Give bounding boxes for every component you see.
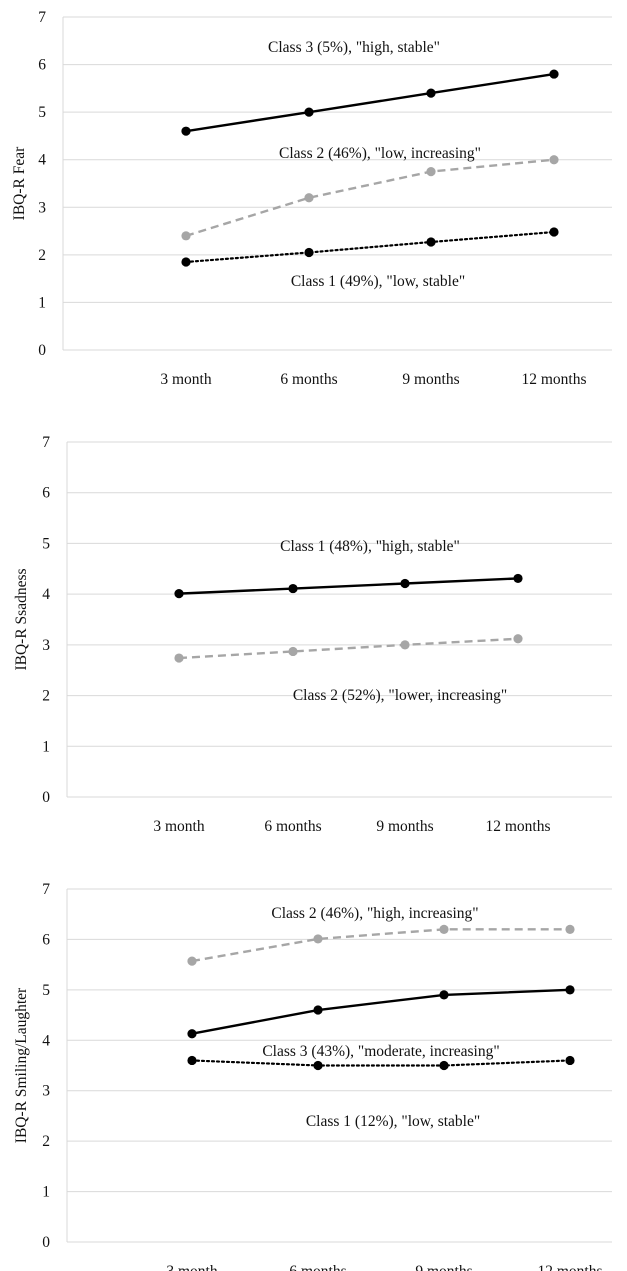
series-label: Class 1 (12%), "low, stable"	[306, 1113, 480, 1130]
y-axis-label: IBQ-R Smiling/Laughter	[13, 987, 30, 1143]
data-point	[313, 934, 323, 944]
y-tick-label: 6	[38, 57, 46, 74]
y-tick-label: 3	[42, 1083, 50, 1100]
series-label: Class 3 (5%), "high, stable"	[268, 39, 440, 56]
chart-panel-3: 0 1 2 3 4 5 6 7 IBQ-R Smiling/Laughter 3 month 6 m…	[13, 881, 612, 1271]
data-point	[174, 653, 184, 663]
data-point	[187, 956, 197, 966]
data-point	[304, 107, 314, 117]
data-point	[513, 634, 523, 644]
series-line	[191, 988, 571, 1035]
y-tick-label: 6	[42, 931, 50, 948]
data-point	[549, 69, 559, 79]
y-tick-label: 6	[42, 485, 50, 502]
data-point	[181, 231, 191, 241]
data-point	[549, 227, 559, 237]
data-point	[549, 155, 559, 165]
data-point	[426, 237, 436, 247]
data-point	[426, 167, 436, 177]
y-tick-label: 7	[38, 9, 46, 26]
data-point	[439, 990, 449, 1000]
y-tick-label: 5	[42, 982, 50, 999]
y-tick-label: 0	[38, 342, 46, 359]
data-point	[565, 924, 575, 934]
series-label: Class 1 (49%), "low, stable"	[291, 273, 465, 290]
y-tick-label: 5	[38, 104, 46, 121]
data-point	[439, 924, 449, 934]
series-label: Class 2 (46%), "high, increasing"	[271, 905, 478, 922]
data-point	[288, 583, 298, 594]
y-tick-label: 4	[42, 586, 50, 603]
y-tick-label: 2	[42, 1133, 50, 1150]
series-line	[178, 637, 519, 660]
y-tick-label: 2	[42, 688, 50, 705]
x-tick-label: 9 months	[415, 1263, 472, 1271]
data-point	[513, 573, 523, 584]
data-point	[313, 1060, 323, 1071]
series-label: Class 2 (46%), "low, increasing"	[279, 145, 481, 162]
data-point	[565, 985, 575, 995]
y-tick-label: 2	[38, 247, 46, 264]
data-point	[565, 1055, 575, 1066]
x-tick-label: 9 months	[376, 818, 433, 835]
y-tick-label: 0	[42, 1234, 50, 1251]
series-label: Class 2 (52%), "lower, increasing"	[293, 687, 507, 704]
series-label: Class 1 (48%), "high, stable"	[280, 538, 460, 555]
y-tick-label: 1	[42, 1184, 50, 1201]
data-point	[187, 1055, 197, 1066]
y-tick-label: 5	[42, 535, 50, 552]
x-tick-label: 6 months	[280, 371, 337, 388]
x-tick-label: 3 month	[166, 1263, 217, 1271]
series-line	[190, 1059, 572, 1067]
x-tick-label: 9 months	[402, 371, 459, 388]
data-point	[288, 646, 298, 657]
x-tick-label: 6 months	[264, 818, 321, 835]
data-point	[304, 193, 314, 203]
x-tick-label: 12 months	[485, 818, 550, 835]
y-tick-label: 7	[42, 881, 50, 898]
data-point	[439, 1060, 449, 1071]
x-tick-label: 3 month	[153, 818, 204, 835]
y-tick-label: 3	[42, 637, 50, 654]
chart-panel-2: 0 1 2 3 4 5 6 7 IBQ-R Ssadness 3 month 6 months 9 m…	[13, 434, 612, 835]
series-label: Class 3 (43%), "moderate, increasing"	[262, 1043, 499, 1060]
y-axis-label: IBQ-R Ssadness	[13, 568, 30, 670]
series-line	[185, 158, 555, 237]
data-point	[187, 1029, 197, 1039]
series-line	[191, 928, 570, 963]
data-point	[181, 126, 191, 136]
y-axis-label: IBQ-R Fear	[11, 146, 28, 220]
y-tick-label: 0	[42, 789, 50, 806]
y-tick-label: 3	[38, 199, 46, 216]
x-tick-label: 6 months	[289, 1263, 346, 1271]
y-tick-label: 7	[42, 434, 50, 451]
y-tick-label: 4	[38, 152, 46, 169]
series-line	[178, 577, 519, 595]
data-point	[313, 1005, 323, 1015]
y-tick-label: 1	[38, 294, 46, 311]
data-point	[174, 589, 184, 599]
x-tick-label: 12 months	[521, 371, 586, 388]
x-tick-label: 12 months	[537, 1263, 602, 1271]
series-line	[185, 72, 555, 133]
data-point	[400, 578, 410, 589]
data-point	[400, 640, 410, 650]
x-tick-label: 3 month	[160, 371, 211, 388]
chart-panel-1: 0 1 2 3 4 5 6 7 IBQ-R Fear 3 month 6 months 9 month…	[11, 9, 612, 388]
series-line	[184, 230, 556, 264]
y-tick-label: 1	[42, 738, 50, 755]
data-point	[181, 257, 191, 267]
data-point	[426, 88, 436, 98]
data-point	[304, 247, 314, 258]
y-tick-label: 4	[42, 1032, 50, 1049]
